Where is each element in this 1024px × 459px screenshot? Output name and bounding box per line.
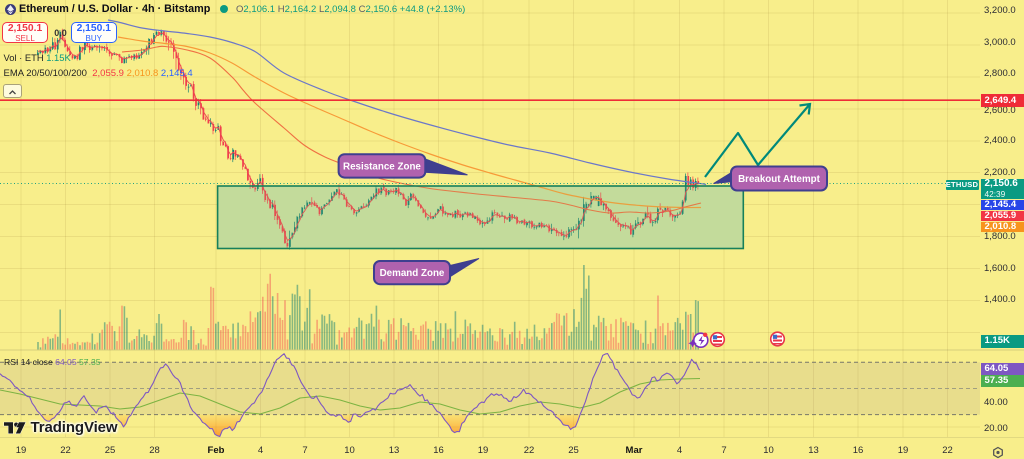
svg-text:Resistance Zone: Resistance Zone bbox=[343, 161, 421, 172]
svg-text:Demand Zone: Demand Zone bbox=[380, 268, 445, 279]
svg-text:Breakout Attempt: Breakout Attempt bbox=[738, 174, 821, 185]
